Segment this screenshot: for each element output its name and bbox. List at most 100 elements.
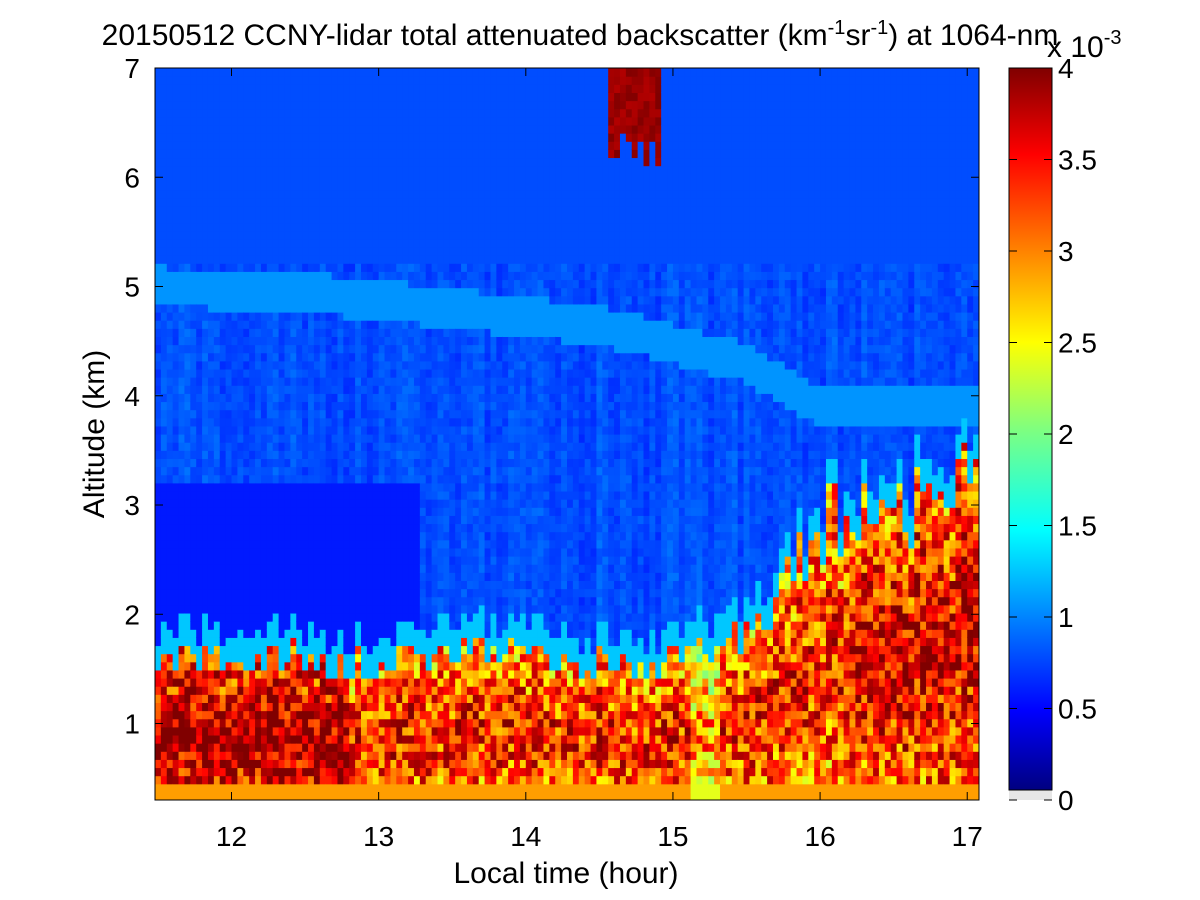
heatmap-cell [190, 165, 197, 175]
heatmap-cell [155, 458, 162, 468]
heatmap-cell [366, 141, 374, 150]
heatmap-cell [155, 499, 162, 508]
heatmap-cell [225, 425, 233, 435]
heatmap-cell [260, 336, 268, 346]
heatmap-cell [249, 157, 256, 167]
heatmap-cell [366, 629, 374, 638]
heatmap-cell [184, 661, 191, 671]
heatmap-cell [419, 621, 427, 630]
heatmap-cell [378, 588, 386, 598]
heatmap-cell [413, 222, 421, 232]
heatmap-cell [384, 612, 392, 622]
heatmap-cell [343, 279, 350, 289]
heatmap-cell [178, 124, 186, 134]
heatmap-cell [425, 759, 433, 769]
heatmap-cell [325, 377, 333, 386]
heatmap-cell [202, 157, 209, 167]
heatmap-cell [166, 198, 174, 207]
heatmap-cell [213, 279, 221, 289]
heatmap-cell [466, 442, 474, 451]
heatmap-cell [425, 702, 433, 712]
heatmap-cell [290, 621, 297, 630]
heatmap-cell [184, 588, 191, 598]
heatmap-cell [155, 312, 162, 321]
heatmap-cell [449, 572, 456, 581]
heatmap-cell [455, 434, 462, 443]
heatmap-cell [372, 92, 380, 102]
heatmap-cell [196, 76, 203, 85]
heatmap-cell [408, 287, 415, 297]
heatmap-cell [343, 669, 350, 679]
heatmap-cell [255, 612, 262, 622]
heatmap-cell [349, 181, 356, 191]
heatmap-cell [213, 84, 221, 93]
heatmap-cell [366, 702, 374, 712]
heatmap-cell [396, 531, 403, 541]
heatmap-cell [308, 222, 315, 232]
heatmap-cell [366, 385, 374, 394]
heatmap-cell [219, 434, 227, 443]
heatmap-cell [290, 352, 297, 362]
heatmap-cell [408, 344, 415, 354]
heatmap-cell [396, 157, 403, 167]
heatmap-cell [372, 214, 380, 224]
heatmap-cell [361, 116, 368, 126]
heatmap-cell [355, 523, 362, 533]
heatmap-cell [402, 629, 409, 638]
heatmap-cell [408, 686, 415, 695]
heatmap-cell [337, 686, 344, 695]
heatmap-cell [243, 442, 250, 451]
heatmap-cell [390, 669, 397, 679]
heatmap-cell [390, 434, 397, 443]
heatmap-cell [231, 653, 238, 663]
heatmap-cell [166, 295, 174, 305]
heatmap-cell [184, 141, 191, 150]
heatmap-cell [431, 661, 439, 671]
heatmap-cell [366, 393, 374, 403]
heatmap-cell [225, 694, 233, 703]
heatmap-cell [466, 198, 474, 207]
heatmap-cell [355, 336, 362, 346]
heatmap-cell [419, 547, 427, 557]
heatmap-cell [255, 547, 262, 557]
heatmap-cell [231, 531, 238, 541]
heatmap-cell [219, 157, 227, 167]
heatmap-cell [302, 157, 309, 167]
heatmap-cell [384, 360, 392, 370]
heatmap-cell [219, 238, 227, 248]
heatmap-cell [243, 108, 250, 118]
heatmap-cell [361, 328, 368, 337]
heatmap-cell [449, 165, 456, 175]
heatmap-cell [384, 271, 392, 281]
heatmap-cell [249, 450, 256, 459]
heatmap-cell [402, 466, 409, 476]
heatmap-cell [372, 173, 380, 183]
heatmap-cell [425, 499, 433, 508]
heatmap-cell [343, 76, 350, 85]
heatmap-cell [331, 490, 339, 500]
heatmap-cell [366, 604, 374, 614]
heatmap-cell [166, 604, 174, 614]
heatmap-cell [255, 108, 262, 118]
heatmap-cell [319, 393, 327, 403]
heatmap-cell [396, 198, 403, 207]
heatmap-cell [302, 759, 309, 769]
heatmap-cell [349, 515, 356, 525]
heatmap-cell [308, 604, 315, 614]
heatmap-cell [266, 76, 274, 85]
heatmap-cell [266, 531, 274, 541]
heatmap-cell [219, 661, 227, 671]
heatmap-cell [455, 377, 462, 386]
heatmap-cell [202, 531, 209, 541]
heatmap-cell [331, 482, 339, 492]
heatmap-cell [425, 547, 433, 557]
heatmap-cell [431, 678, 439, 687]
heatmap-cell [390, 206, 397, 215]
heatmap-cell [343, 385, 350, 394]
heatmap-cell [284, 157, 291, 167]
heatmap-cell [408, 734, 415, 744]
heatmap-cell [319, 572, 327, 581]
heatmap-cell [155, 157, 162, 167]
heatmap-cell [296, 515, 303, 525]
heatmap-cell [278, 564, 286, 573]
